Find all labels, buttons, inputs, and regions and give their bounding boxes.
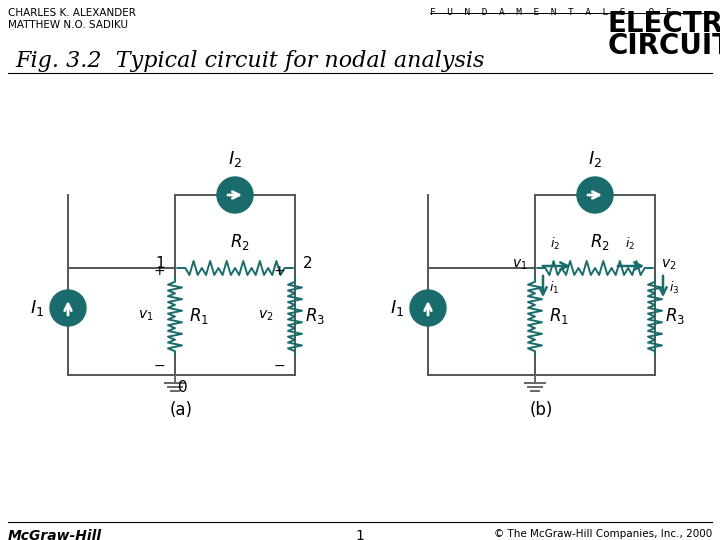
Text: 1: 1	[356, 529, 364, 540]
Circle shape	[577, 177, 613, 213]
Text: $\mathbf{\mathit{I}}_2$: $\mathbf{\mathit{I}}_2$	[228, 149, 242, 169]
Text: $v_2$: $v_2$	[661, 258, 676, 272]
Text: $\mathbf{\mathit{R}}_1$: $\mathbf{\mathit{R}}_1$	[189, 306, 209, 326]
Text: $\mathbf{\mathit{R}}_2$: $\mathbf{\mathit{R}}_2$	[590, 232, 610, 252]
Circle shape	[217, 177, 253, 213]
Text: $i_3$: $i_3$	[669, 280, 680, 296]
Text: F  U  N  D  A  M  E  N  T  A  L  S    O  F: F U N D A M E N T A L S O F	[430, 8, 672, 17]
Circle shape	[50, 290, 86, 326]
Text: © The McGraw-Hill Companies, Inc., 2000: © The McGraw-Hill Companies, Inc., 2000	[494, 529, 712, 539]
Text: $\mathbf{\mathit{I}}_1$: $\mathbf{\mathit{I}}_1$	[390, 298, 404, 318]
Text: $i_2$: $i_2$	[625, 236, 635, 252]
Text: $+$: $+$	[273, 264, 285, 278]
Text: (a): (a)	[169, 401, 192, 419]
Text: $\mathbf{\mathit{I}}_2$: $\mathbf{\mathit{I}}_2$	[588, 149, 602, 169]
Text: 2: 2	[303, 255, 312, 271]
Text: $\mathbf{\mathit{R}}_1$: $\mathbf{\mathit{R}}_1$	[549, 306, 569, 326]
Text: $\mathbf{\mathit{I}}_1$: $\mathbf{\mathit{I}}_1$	[30, 298, 44, 318]
Circle shape	[410, 290, 446, 326]
Text: CHARLES K. ALEXANDER: CHARLES K. ALEXANDER	[8, 8, 136, 18]
Text: $v_2$: $v_2$	[258, 309, 273, 323]
Text: McGraw-Hill: McGraw-Hill	[8, 529, 102, 540]
Text: $i_2$: $i_2$	[550, 236, 560, 252]
Text: Fig. 3.2  Typical circuit for nodal analysis: Fig. 3.2 Typical circuit for nodal analy…	[15, 50, 485, 72]
Text: $-$: $-$	[273, 358, 285, 372]
Text: $\mathbf{\mathit{R}}_3$: $\mathbf{\mathit{R}}_3$	[305, 306, 325, 326]
Text: ELECTRIC: ELECTRIC	[608, 10, 720, 38]
Text: $-$: $-$	[153, 358, 165, 372]
Text: (b): (b)	[529, 401, 553, 419]
Text: $i_1$: $i_1$	[549, 280, 559, 296]
Text: MATTHEW N.O. SADIKU: MATTHEW N.O. SADIKU	[8, 20, 128, 30]
Text: $\mathbf{\mathit{R}}_3$: $\mathbf{\mathit{R}}_3$	[665, 306, 685, 326]
Text: $v_1$: $v_1$	[138, 309, 153, 323]
Text: $\mathbf{\mathit{R}}_2$: $\mathbf{\mathit{R}}_2$	[230, 232, 250, 252]
Text: $v_1$: $v_1$	[511, 258, 527, 272]
Text: 1: 1	[156, 255, 165, 271]
Text: $+$: $+$	[153, 264, 165, 278]
Text: 0: 0	[178, 380, 188, 395]
Text: CIRCUITS: CIRCUITS	[608, 32, 720, 60]
